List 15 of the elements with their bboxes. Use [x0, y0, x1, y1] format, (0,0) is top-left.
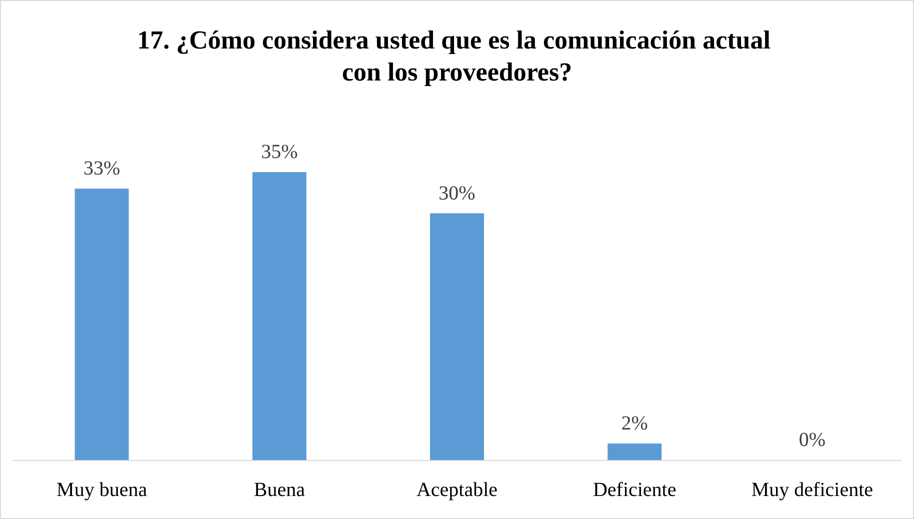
bar	[608, 444, 662, 460]
data-label: 30%	[438, 182, 476, 204]
data-label: 35%	[261, 141, 298, 164]
data-label: 33%	[83, 158, 120, 180]
bar	[430, 213, 484, 460]
bar	[74, 188, 129, 460]
x-tick-label: Deficiente	[592, 479, 676, 501]
data-label: 2%	[621, 412, 648, 435]
chart-title: 17. ¿Cómo considera usted que es la comunicación actual con los proveedores?	[137, 26, 777, 86]
data-label: 0%	[798, 429, 826, 451]
bar	[252, 172, 306, 460]
x-tick-label: Muy buena	[56, 479, 148, 501]
x-tick-label: Muy deficiente	[751, 479, 874, 501]
x-tick-label: Aceptable	[416, 479, 498, 501]
x-tick-label: Buena	[254, 479, 306, 501]
